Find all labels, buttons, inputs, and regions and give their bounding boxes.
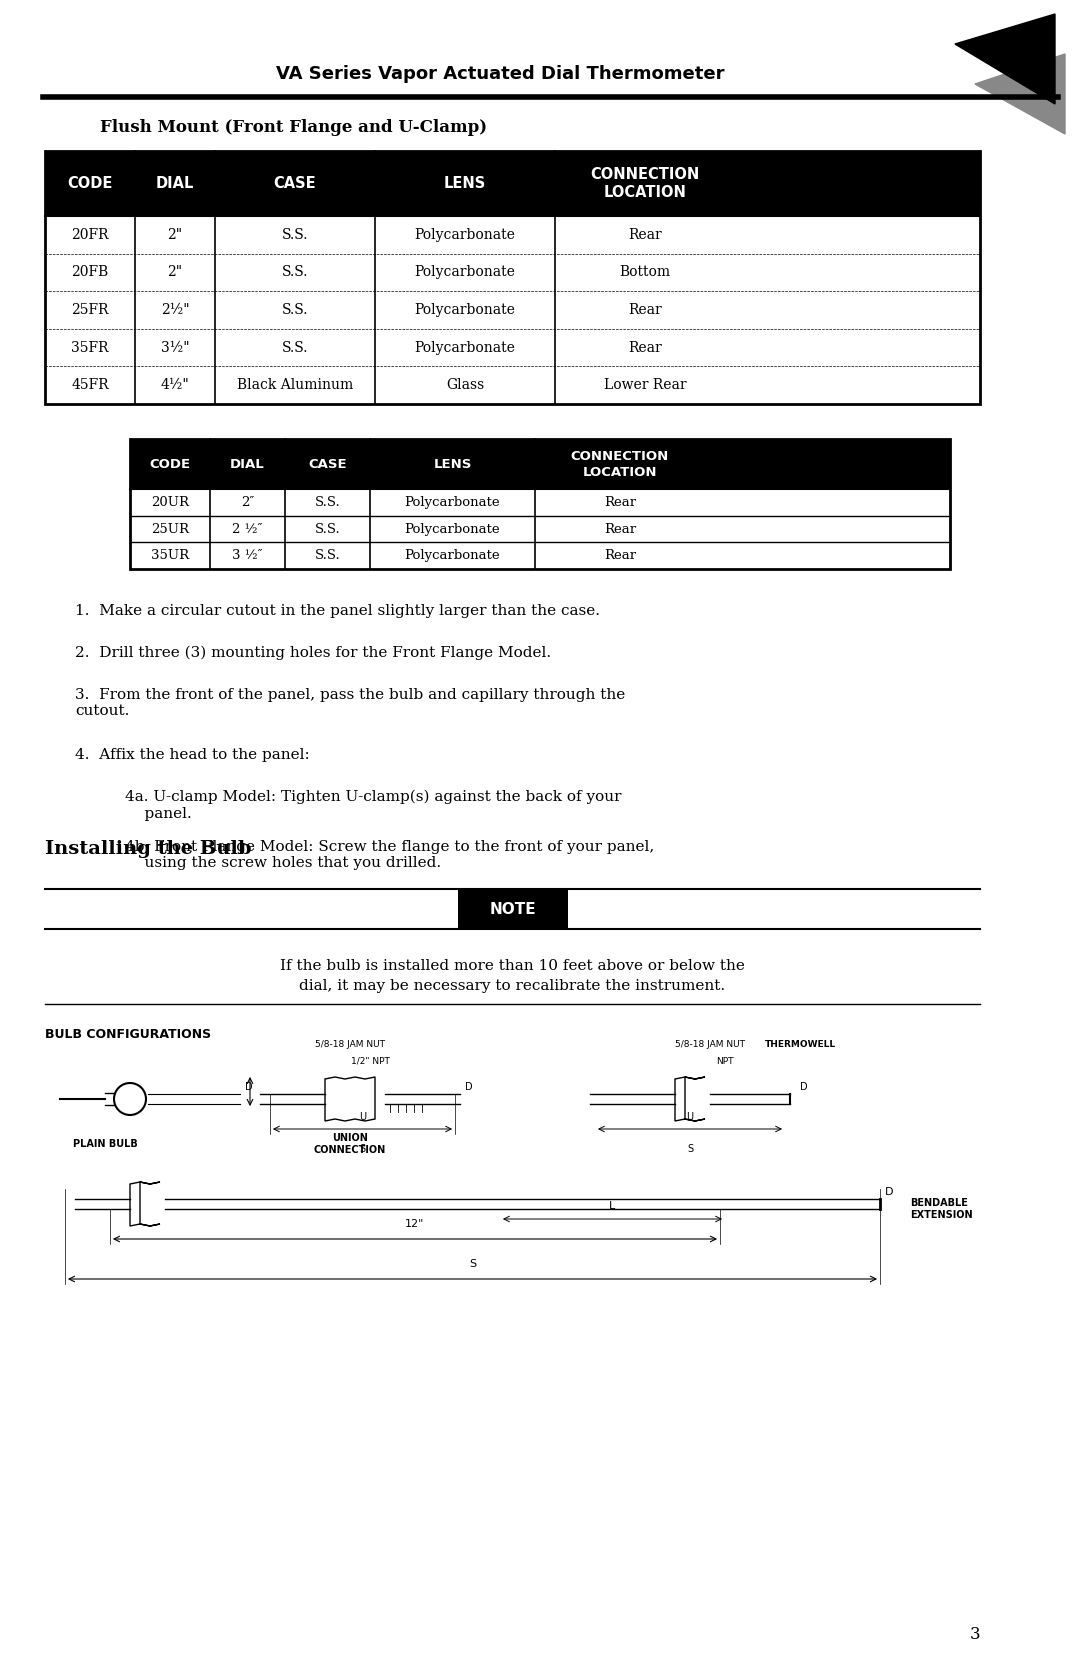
Text: S.S.: S.S. [314, 549, 340, 562]
Text: Rear: Rear [629, 227, 662, 242]
Text: Polycarbonate: Polycarbonate [415, 304, 515, 317]
Text: Polycarbonate: Polycarbonate [415, 265, 515, 279]
Text: S: S [360, 1143, 365, 1153]
Text: 35UR: 35UR [151, 549, 189, 562]
Text: 3 ½″: 3 ½″ [232, 549, 262, 562]
Text: CODE: CODE [149, 457, 190, 471]
Text: U: U [359, 1112, 366, 1122]
Text: 1/2" NPT: 1/2" NPT [351, 1056, 390, 1065]
Text: S.S.: S.S. [282, 304, 308, 317]
Text: VA Series Vapor Actuated Dial Thermometer: VA Series Vapor Actuated Dial Thermomete… [275, 65, 725, 83]
Text: CASE: CASE [308, 457, 347, 471]
Polygon shape [975, 53, 1065, 134]
Text: 4.  Affix the head to the panel:: 4. Affix the head to the panel: [75, 748, 310, 763]
Text: 5/8-18 JAM NUT: 5/8-18 JAM NUT [315, 1040, 384, 1048]
Text: Lower Rear: Lower Rear [604, 379, 686, 392]
Text: 3.  From the front of the panel, pass the bulb and capillary through the
cutout.: 3. From the front of the panel, pass the… [75, 688, 625, 718]
Text: 2": 2" [167, 265, 183, 279]
Text: Polycarbonate: Polycarbonate [405, 496, 500, 509]
Text: 35FR: 35FR [71, 340, 109, 354]
Text: Bottom: Bottom [620, 265, 671, 279]
Text: 25UR: 25UR [151, 522, 189, 536]
Text: CONNECTION
LOCATION: CONNECTION LOCATION [591, 167, 700, 200]
Text: D: D [465, 1082, 473, 1092]
Text: NOTE: NOTE [489, 901, 536, 916]
Text: Polycarbonate: Polycarbonate [415, 227, 515, 242]
Text: S.S.: S.S. [314, 496, 340, 509]
Text: 4b. Front Flange Model: Screw the flange to the front of your panel,
    using t: 4b. Front Flange Model: Screw the flange… [125, 840, 654, 870]
Text: S.S.: S.S. [282, 265, 308, 279]
Text: PLAIN BULB: PLAIN BULB [72, 1138, 137, 1148]
Text: 20FB: 20FB [71, 265, 109, 279]
Text: DIAL: DIAL [156, 175, 194, 190]
Text: Rear: Rear [604, 496, 636, 509]
Text: 45FR: 45FR [71, 379, 109, 392]
Text: U: U [687, 1112, 693, 1122]
Text: LENS: LENS [444, 175, 486, 190]
Text: THERMOWELL: THERMOWELL [765, 1040, 836, 1048]
Text: 2½": 2½" [161, 304, 189, 317]
Text: CONNECTION
LOCATION: CONNECTION LOCATION [571, 449, 670, 479]
Text: L: L [609, 1202, 616, 1212]
Text: Rear: Rear [604, 549, 636, 562]
Text: 5/8-18 JAM NUT: 5/8-18 JAM NUT [675, 1040, 745, 1048]
Text: 3: 3 [970, 1626, 980, 1642]
Bar [130, 439, 950, 569]
Text: DIAL: DIAL [230, 457, 265, 471]
Text: Polycarbonate: Polycarbonate [415, 340, 515, 354]
Text: S.S.: S.S. [282, 340, 308, 354]
Bar [458, 890, 567, 928]
Text: S.S.: S.S. [314, 522, 340, 536]
Text: Polycarbonate: Polycarbonate [405, 549, 500, 562]
Text: Polycarbonate: Polycarbonate [405, 522, 500, 536]
Text: NPT: NPT [716, 1056, 733, 1065]
Text: Flush Mount (Front Flange and U-Clamp): Flush Mount (Front Flange and U-Clamp) [100, 118, 487, 135]
Text: 20UR: 20UR [151, 496, 189, 509]
Text: 1.  Make a circular cutout in the panel slightly larger than the case.: 1. Make a circular cutout in the panel s… [75, 604, 600, 618]
Text: D: D [800, 1082, 808, 1092]
Text: Rear: Rear [629, 340, 662, 354]
Text: 4a. U-clamp Model: Tighten U-clamp(s) against the back of your
    panel.: 4a. U-clamp Model: Tighten U-clamp(s) ag… [125, 789, 621, 821]
Text: 2 ½″: 2 ½″ [232, 522, 262, 536]
Text: 2″: 2″ [241, 496, 254, 509]
Text: UNION
CONNECTION: UNION CONNECTION [314, 1133, 387, 1155]
Text: CODE: CODE [67, 175, 112, 190]
Circle shape [114, 1083, 146, 1115]
Text: S: S [469, 1258, 476, 1268]
Text: 3½": 3½" [161, 340, 189, 354]
Text: 20FR: 20FR [71, 227, 109, 242]
Polygon shape [955, 13, 1055, 103]
Bar [45, 150, 980, 215]
Text: 12": 12" [405, 1218, 424, 1228]
Text: CASE: CASE [273, 175, 316, 190]
Text: LENS: LENS [433, 457, 472, 471]
Text: 4½": 4½" [161, 379, 189, 392]
Text: Black Aluminum: Black Aluminum [237, 379, 353, 392]
Text: Glass: Glass [446, 379, 484, 392]
Text: D: D [885, 1187, 893, 1197]
Text: BULB CONFIGURATIONS: BULB CONFIGURATIONS [45, 1028, 211, 1040]
Text: Rear: Rear [604, 522, 636, 536]
Text: Installing the Bulb: Installing the Bulb [45, 840, 252, 858]
Text: 25FR: 25FR [71, 304, 109, 317]
Text: Rear: Rear [629, 304, 662, 317]
Text: S: S [687, 1143, 693, 1153]
Text: 2": 2" [167, 227, 183, 242]
Text: 2.  Drill three (3) mounting holes for the Front Flange Model.: 2. Drill three (3) mounting holes for th… [75, 646, 551, 661]
Bar [130, 439, 950, 489]
Bar [45, 150, 980, 404]
Text: If the bulb is installed more than 10 feet above or below the
dial, it may be ne: If the bulb is installed more than 10 fe… [280, 960, 745, 993]
Text: S.S.: S.S. [282, 227, 308, 242]
Text: D: D [245, 1082, 253, 1092]
Text: BENDABLE
EXTENSION: BENDABLE EXTENSION [910, 1198, 973, 1220]
